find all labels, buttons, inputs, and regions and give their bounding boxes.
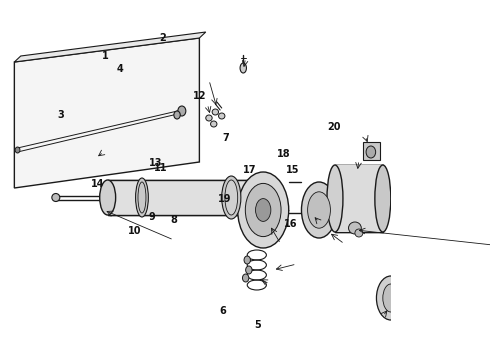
Text: 17: 17 xyxy=(244,165,257,175)
Ellipse shape xyxy=(415,312,423,320)
Ellipse shape xyxy=(178,106,186,116)
Ellipse shape xyxy=(52,194,60,202)
Text: 13: 13 xyxy=(149,158,162,168)
Text: 9: 9 xyxy=(148,212,155,222)
Ellipse shape xyxy=(245,266,252,274)
Ellipse shape xyxy=(243,274,249,282)
Text: 3: 3 xyxy=(57,110,64,120)
Text: 7: 7 xyxy=(222,132,229,143)
Text: 5: 5 xyxy=(254,320,261,330)
Text: 16: 16 xyxy=(284,219,298,229)
Text: 18: 18 xyxy=(276,149,290,159)
Ellipse shape xyxy=(366,146,376,158)
Ellipse shape xyxy=(408,292,421,308)
Ellipse shape xyxy=(206,115,212,121)
Ellipse shape xyxy=(383,284,399,312)
Text: 4: 4 xyxy=(117,64,124,74)
Ellipse shape xyxy=(245,183,281,237)
Ellipse shape xyxy=(427,316,435,324)
Ellipse shape xyxy=(439,301,451,315)
Ellipse shape xyxy=(263,180,279,215)
Ellipse shape xyxy=(439,312,446,320)
Ellipse shape xyxy=(15,147,20,153)
Ellipse shape xyxy=(355,229,363,237)
Ellipse shape xyxy=(174,111,180,119)
Ellipse shape xyxy=(219,113,225,119)
Bar xyxy=(407,286,455,324)
Ellipse shape xyxy=(136,178,148,217)
Text: 2: 2 xyxy=(159,33,166,43)
Text: 14: 14 xyxy=(91,179,104,189)
Ellipse shape xyxy=(225,180,238,215)
Ellipse shape xyxy=(376,276,405,320)
Ellipse shape xyxy=(221,176,241,219)
Ellipse shape xyxy=(375,165,391,232)
Ellipse shape xyxy=(238,172,289,248)
Text: 15: 15 xyxy=(286,165,299,175)
Ellipse shape xyxy=(427,286,442,304)
Polygon shape xyxy=(14,32,206,62)
Text: 11: 11 xyxy=(153,163,167,174)
Bar xyxy=(108,180,271,215)
Ellipse shape xyxy=(240,63,246,73)
Text: 19: 19 xyxy=(218,194,231,204)
Ellipse shape xyxy=(244,256,250,264)
Bar xyxy=(446,242,479,270)
Ellipse shape xyxy=(301,182,337,238)
Text: 1: 1 xyxy=(102,51,109,61)
Ellipse shape xyxy=(348,222,361,234)
Ellipse shape xyxy=(327,165,343,232)
Text: 6: 6 xyxy=(220,306,226,316)
Polygon shape xyxy=(14,38,199,188)
Bar xyxy=(335,165,383,232)
Bar xyxy=(363,142,380,160)
Ellipse shape xyxy=(211,121,217,127)
Text: 12: 12 xyxy=(193,91,206,102)
Text: 8: 8 xyxy=(171,215,177,225)
Ellipse shape xyxy=(212,109,219,115)
Text: 10: 10 xyxy=(128,226,142,236)
Ellipse shape xyxy=(99,180,116,215)
Ellipse shape xyxy=(308,192,330,228)
Text: 20: 20 xyxy=(327,122,341,132)
Ellipse shape xyxy=(256,199,271,221)
